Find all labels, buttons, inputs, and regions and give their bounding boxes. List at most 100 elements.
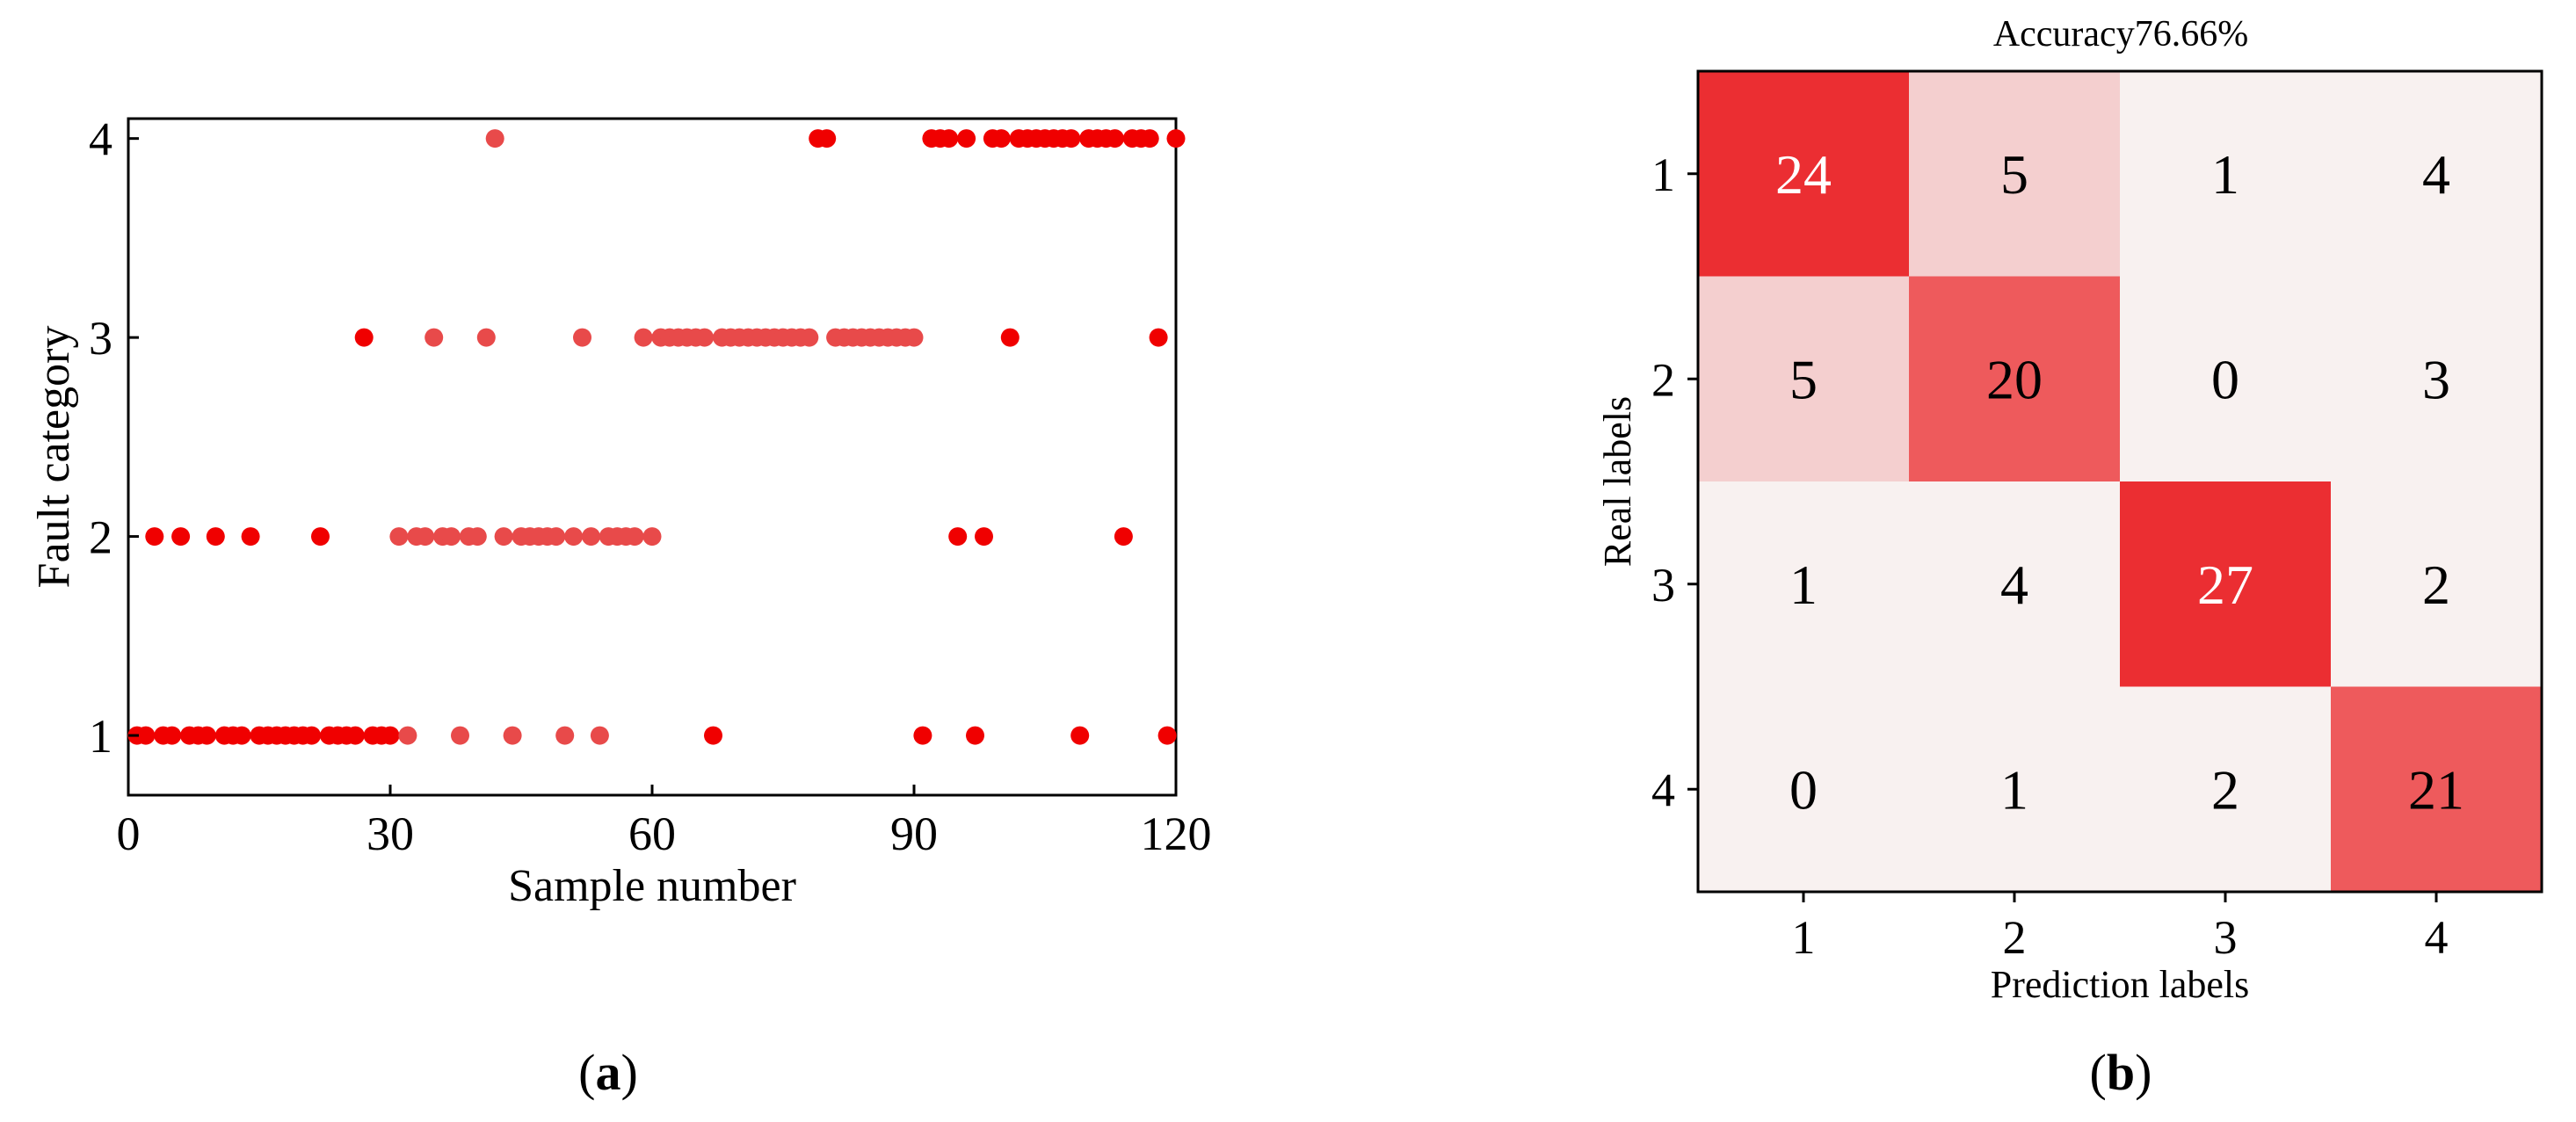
scatter-point: [1157, 726, 1177, 745]
scatter-point: [302, 726, 322, 745]
confusion-matrix-cell: [2331, 276, 2542, 481]
scatter-point: [573, 328, 591, 347]
scatter-point: [913, 726, 932, 745]
scatter-point: [503, 726, 522, 745]
scatter-point: [1149, 328, 1168, 347]
confusion-matrix-cell: [2331, 686, 2542, 892]
scatter-point: [817, 129, 837, 148]
scatter-point: [957, 129, 976, 148]
confusion-matrix-cell-value: 1: [2000, 758, 2028, 821]
scatter-point: [564, 527, 584, 547]
scatter-point: [966, 726, 984, 745]
confusion-matrix-cell-value: 2: [2211, 758, 2239, 821]
scatter-point: [940, 129, 959, 148]
confusion-matrix-cell-value: 4: [2000, 554, 2028, 616]
scatter-point: [494, 527, 513, 547]
scatter-point: [468, 527, 487, 547]
scatter-point: [171, 527, 191, 547]
confusion-matrix-x-tick-label: 3: [2214, 911, 2238, 964]
scatter-point: [1062, 129, 1081, 148]
scatter-point: [634, 328, 653, 347]
scatter-point: [136, 726, 156, 745]
confusion-matrix-cell: [2120, 686, 2331, 892]
scatter-points: [127, 129, 1186, 745]
scatter-point: [345, 726, 365, 745]
confusion-matrix-cell: [1909, 686, 2120, 892]
scatter-point: [1114, 527, 1133, 547]
confusion-matrix-cell-value: 27: [2197, 554, 2253, 616]
scatter-point: [451, 726, 469, 745]
confusion-matrix-cell-value: 21: [2408, 758, 2464, 821]
confusion-matrix-cell: [1698, 71, 1909, 277]
scatter-x-tick-label: 0: [117, 807, 141, 860]
scatter-chart: 0 30 60 90 120 1 2 3 4 Sample number Fault cate…: [29, 113, 1212, 1101]
scatter-point: [232, 726, 251, 745]
confusion-matrix-y-tick-label: 3: [1651, 559, 1675, 612]
scatter-point: [625, 527, 644, 547]
confusion-matrix-cell-value: 5: [2000, 143, 2028, 206]
scatter-point: [547, 527, 566, 547]
scatter-point: [442, 527, 461, 547]
scatter-x-tick-label: 30: [366, 807, 414, 860]
scatter-point: [1106, 129, 1124, 148]
scatter-point: [354, 328, 374, 347]
scatter-point: [1166, 129, 1186, 148]
scatter-point: [241, 527, 260, 547]
confusion-matrix-cell-value: 1: [2211, 143, 2239, 206]
scatter-point: [904, 328, 924, 347]
scatter-y-axis-title: Fault category: [29, 326, 79, 589]
scatter-point: [145, 527, 164, 547]
scatter-point: [582, 527, 600, 547]
scatter-point: [642, 527, 662, 547]
confusion-matrix-cell-value: 1: [1789, 554, 1818, 616]
confusion-matrix-cell: [2331, 481, 2542, 687]
confusion-matrix-y-ticks: 1 2 3 4: [1651, 148, 1698, 816]
confusion-matrix-cell: [1698, 276, 1909, 481]
scatter-point: [311, 527, 330, 547]
confusion-matrix-cell: [1909, 276, 2120, 481]
scatter-y-tick-label: 2: [89, 511, 112, 564]
confusion-matrix-cell: [1698, 481, 1909, 687]
confusion-matrix-cell-value: 3: [2422, 348, 2450, 410]
confusion-matrix-cell: [2120, 276, 2331, 481]
confusion-matrix-cells: 24 5 1 45 20 0 31 4 27 20 1 2 21: [1698, 71, 2542, 892]
scatter-point: [389, 527, 409, 547]
confusion-matrix-y-tick-label: 2: [1651, 353, 1675, 406]
confusion-matrix-frame: [1696, 69, 2543, 894]
confusion-matrix-y-axis-title: Real labels: [1596, 396, 1639, 567]
scatter-x-ticks: 0 30 60 90 120: [117, 785, 1212, 860]
confusion-matrix-x-tick-label: 1: [1792, 911, 1816, 964]
scatter-point: [197, 726, 216, 745]
scatter-plot-frame: [127, 117, 1178, 797]
scatter-point: [555, 726, 575, 745]
confusion-matrix-title: Accuracy76.66%: [1993, 14, 2248, 54]
scatter-point: [163, 726, 182, 745]
confusion-matrix-cell: [2120, 481, 2331, 687]
scatter-point: [485, 129, 504, 148]
confusion-matrix-cell-value: 0: [2211, 348, 2239, 410]
scatter-point: [381, 726, 400, 745]
confusion-matrix-x-tick-label: 4: [2425, 911, 2449, 964]
scatter-point: [704, 726, 722, 745]
panel-label-a: (a): [578, 1044, 638, 1101]
confusion-matrix-cell: [1909, 481, 2120, 687]
confusion-matrix-cell-value: 20: [1986, 348, 2043, 410]
confusion-matrix-cell: [1909, 71, 2120, 277]
scatter-point: [695, 328, 715, 347]
confusion-matrix-y-tick-label: 1: [1651, 148, 1675, 201]
confusion-matrix-x-tick-label: 2: [2003, 911, 2027, 964]
confusion-matrix-cell: [2120, 71, 2331, 277]
panel-label-b: (b): [2090, 1044, 2152, 1101]
confusion-matrix-x-ticks: 1 2 3 4: [1792, 892, 2449, 964]
scatter-point: [975, 527, 993, 547]
confusion-matrix-y-tick-label: 4: [1651, 764, 1675, 816]
scatter-point: [1140, 129, 1159, 148]
scatter-point: [476, 328, 496, 347]
scatter-y-ticks: 1 2 3 4: [89, 113, 139, 763]
scatter-point: [1000, 328, 1020, 347]
scatter-y-tick-label: 4: [89, 113, 112, 166]
confusion-matrix-cell-value: 2: [2422, 554, 2450, 616]
scatter-point: [991, 129, 1011, 148]
